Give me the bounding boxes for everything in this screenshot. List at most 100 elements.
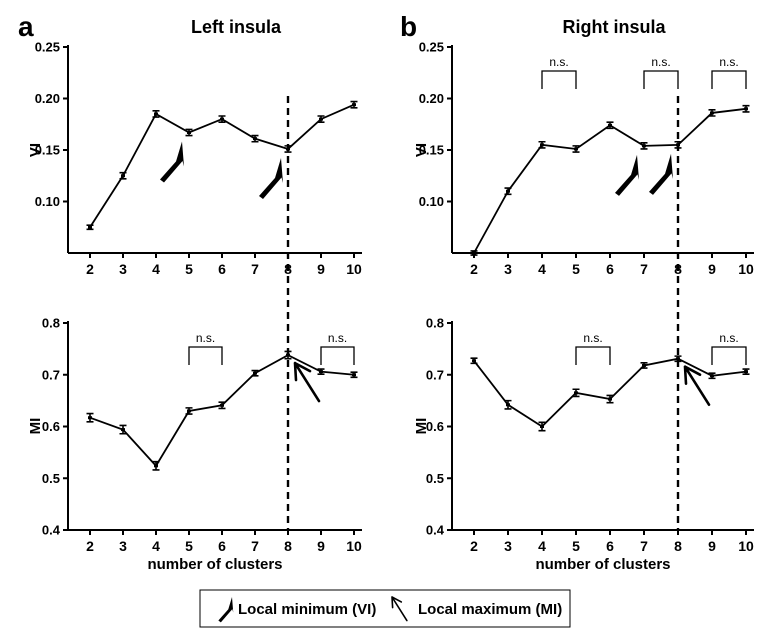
data-point [608,397,612,401]
x-tick-label: 2 [86,538,94,554]
x-tick-label: 8 [284,538,292,554]
x-tick-label: 3 [504,538,512,554]
panel-letter-b: b [400,11,417,42]
data-point [352,373,356,377]
series-line [89,103,355,228]
x-tick-label: 7 [251,261,259,277]
y-tick-label: 0.25 [419,40,444,55]
data-point [472,251,476,255]
data-point [540,143,544,147]
local-minimum-arrow-icon [259,157,283,199]
y-tick-label: 0.7 [426,367,444,382]
data-point [642,363,646,367]
legend-box [199,589,571,628]
ns-label: n.s. [196,331,215,345]
x-tick-label: 6 [218,261,226,277]
chart-right-insula-mi: 0.4 0.5 0.6 0.7 0.8 2 3 4 5 6 7 8 9 10 MI number of clu… [413,316,754,573]
y-axis-label: VI [27,143,44,157]
data-point [506,189,510,193]
chart-right-insula-vi: Right insula0.100.150.200.252345678910VI… [413,17,754,277]
data-point [253,137,257,141]
data-point [574,147,578,151]
y-tick-label: 0.25 [35,40,60,55]
x-tick-label: 7 [251,538,259,554]
y-tick-label: 0.4 [426,523,445,538]
ns-bracket [188,346,223,365]
ns-label: n.s. [583,331,602,345]
x-tick-label: 5 [185,261,193,277]
x-tick-label: 3 [504,261,512,277]
y-axis-label: MI [413,418,430,435]
data-point [710,111,714,115]
data-point [744,107,748,111]
local-maximum-arrow-icon [683,365,711,407]
x-tick-label: 4 [152,261,160,277]
data-point [121,174,125,178]
y-tick-label: 0.5 [426,471,444,486]
x-tick-label: 10 [738,261,754,277]
data-point [319,370,323,374]
x-tick-label: 9 [317,538,325,554]
data-point [506,403,510,407]
x-tick-label: 5 [572,261,580,277]
local-minimum-arrow-icon [218,597,234,623]
data-point [121,428,125,432]
x-tick-label: 6 [606,261,614,277]
data-point [154,112,158,116]
y-tick-label: 0.6 [426,419,444,434]
chart-left-insula-mi: 0.4 0.5 0.6 0.7 0.8 2 3 4 5 6 7 8 9 10 MI number of clu… [27,316,362,573]
x-tick-label: 5 [572,538,580,554]
data-point [642,144,646,148]
data-point [608,123,612,127]
x-tick-label: 3 [119,538,127,554]
data-point [88,416,92,420]
data-point [187,409,191,413]
ns-bracket [320,346,355,365]
chart-title: Right insula [563,17,667,37]
data-point [88,225,92,229]
local-minimum-arrow-icon [615,154,639,196]
local-maximum-arrow-icon [391,596,408,622]
x-tick-label: 9 [317,261,325,277]
y-tick-label: 0.5 [42,471,60,486]
x-tick-label: 6 [606,538,614,554]
x-tick-label: 4 [538,538,546,554]
x-tick-label: 2 [470,261,478,277]
panel-letter-a: a [18,11,34,42]
ns-label: n.s. [719,55,738,69]
y-tick-label: 0.6 [42,419,60,434]
x-tick-label: 10 [346,261,362,277]
data-point [472,359,476,363]
data-point [286,353,290,357]
local-minimum-arrow-icon [160,141,184,183]
y-axis-label: VI [413,143,430,157]
x-tick-label: 3 [119,261,127,277]
legend-min-arrow-shape [218,597,234,623]
x-tick-label: 7 [640,538,648,554]
x-tick-label: 10 [738,538,754,554]
ns-label: n.s. [719,331,738,345]
y-axis-label: MI [27,418,44,435]
x-tick-label: 2 [86,261,94,277]
ns-bracket [711,70,747,89]
x-tick-label: 8 [674,538,682,554]
data-point [574,391,578,395]
data-point [540,425,544,428]
series-line [89,354,355,468]
data-point [352,103,356,107]
ns-label: n.s. [549,55,568,69]
x-tick-label: 9 [708,261,716,277]
data-point [154,464,158,468]
y-tick-label: 0.20 [419,91,444,106]
x-tick-label: 2 [470,538,478,554]
x-tick-label: 10 [346,538,362,554]
data-point [744,370,748,374]
x-tick-label: 4 [152,538,160,554]
y-tick-label: 0.8 [426,316,444,331]
data-point [220,403,224,407]
x-tick-label: 7 [640,261,648,277]
ns-bracket [643,70,679,89]
x-tick-label: 4 [538,261,546,277]
data-point [253,371,257,375]
